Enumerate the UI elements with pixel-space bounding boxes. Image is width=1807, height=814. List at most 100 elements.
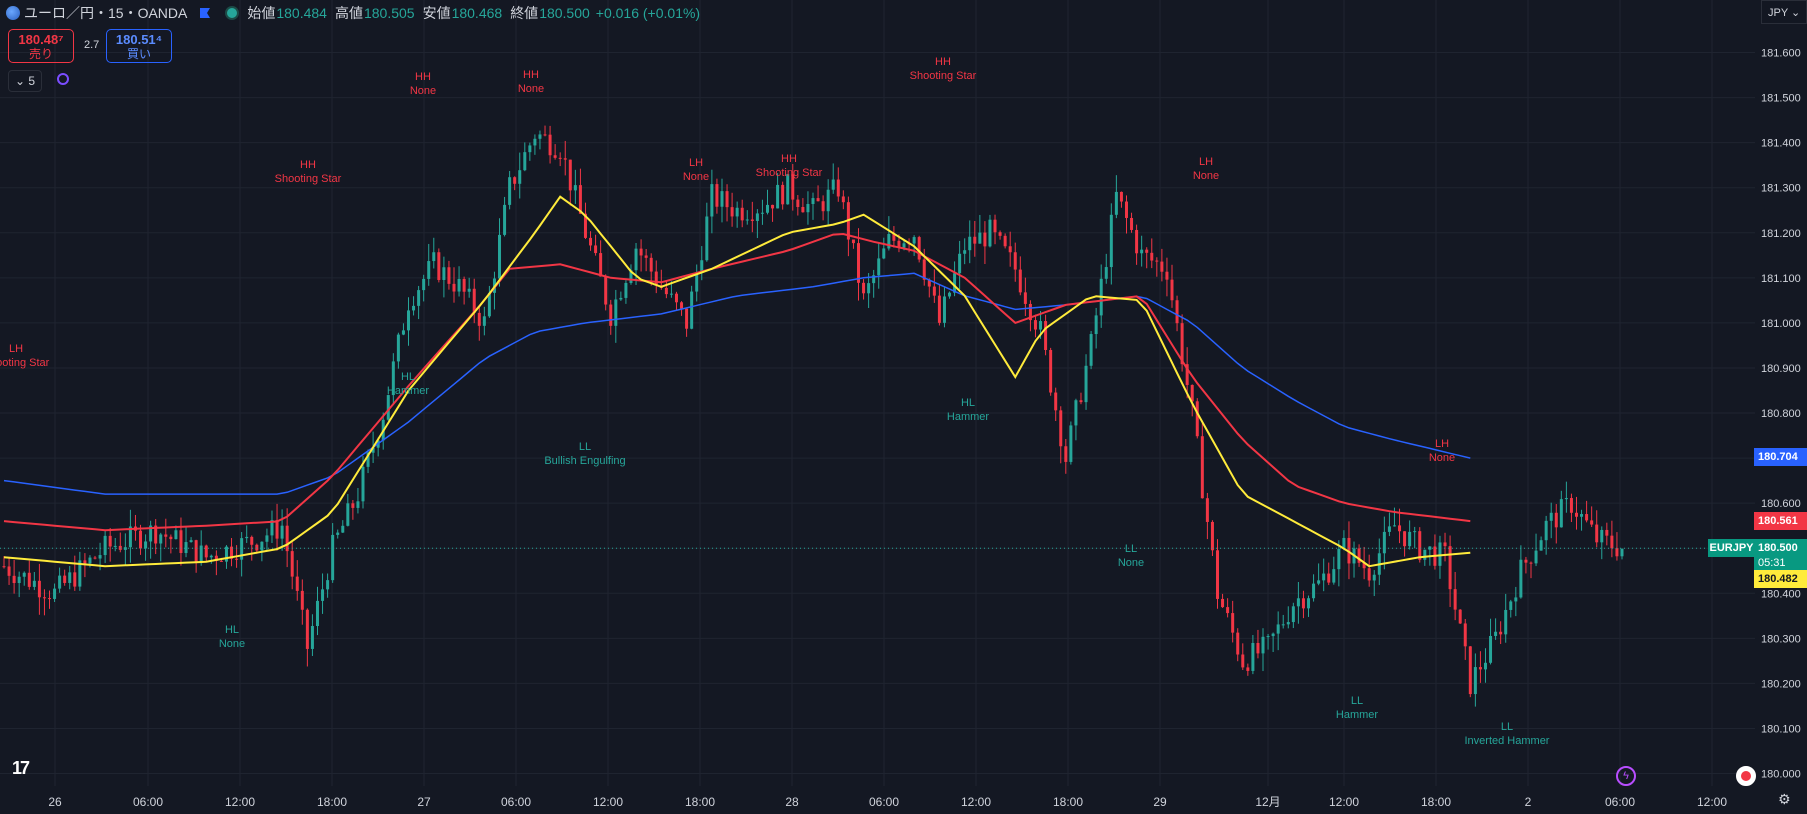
candle-body <box>857 243 861 283</box>
lightning-icon[interactable]: ϟ <box>1616 766 1636 786</box>
candle-body <box>1448 546 1452 590</box>
candle-body <box>305 609 309 649</box>
candle-body <box>776 184 780 209</box>
candle-body <box>275 520 279 539</box>
candle-body <box>1008 246 1012 253</box>
candle-body <box>139 530 143 549</box>
candle-body <box>42 597 46 599</box>
candle-body <box>270 520 274 536</box>
currency-selector[interactable]: JPY ⌄ <box>1761 0 1807 24</box>
candle-body <box>1554 512 1558 528</box>
candle-body <box>983 232 987 247</box>
x-tick-label: 28 <box>785 795 799 809</box>
candle-body <box>1534 550 1538 564</box>
candle-body <box>326 580 330 590</box>
candle-body <box>568 159 572 191</box>
pattern-swing-label: LH <box>9 343 23 355</box>
candle-body <box>300 590 304 610</box>
candle-body <box>624 282 628 298</box>
x-tick-label: 12:00 <box>593 795 623 809</box>
candle-body <box>351 503 355 508</box>
candle-body <box>503 204 507 235</box>
candle-body <box>821 201 825 212</box>
flag-icon[interactable] <box>199 7 211 19</box>
low-label: 安値 <box>422 5 451 21</box>
buy-button[interactable]: 180.51⁴ 買い <box>106 29 172 63</box>
candle-body <box>1564 498 1568 500</box>
ma-mid-line <box>3 232 1471 532</box>
candle-body <box>1504 609 1508 635</box>
pattern-swing-label: LL <box>1125 543 1137 555</box>
chevron-down-icon: ⌄ <box>14 74 26 88</box>
candle-body <box>1114 191 1118 215</box>
candle-body <box>851 239 855 244</box>
open-label: 始値 <box>247 5 276 21</box>
candle-body <box>533 138 537 146</box>
candle-body <box>1312 583 1316 599</box>
candle-body <box>1296 598 1300 607</box>
candle-body <box>1231 613 1235 633</box>
candle-body <box>1590 520 1594 525</box>
pattern-labels: LH Shooting Star HL None HH Shooting Star HL Ha… <box>0 56 1550 747</box>
candle-body <box>361 466 365 502</box>
candle-body <box>664 287 668 295</box>
y-tick-label: 180.600 <box>1761 498 1801 510</box>
candle-body <box>695 272 699 292</box>
candle-body <box>1059 410 1063 447</box>
candle-body <box>973 236 977 244</box>
pattern-swing-label: LL <box>579 441 591 453</box>
close-value: 180.500 <box>539 5 590 21</box>
candle-body <box>1246 667 1250 671</box>
candle-body <box>1221 598 1225 608</box>
candle-body <box>164 534 168 537</box>
pattern-swing-label: HH <box>935 56 951 68</box>
candle-body <box>1301 598 1305 609</box>
candle-body <box>1251 642 1255 671</box>
candle-body <box>2 566 6 568</box>
candle-body <box>917 237 921 260</box>
symbol-title[interactable]: ユーロ／円・15・OANDA <box>24 5 188 21</box>
candle-body <box>1124 201 1128 218</box>
candle-body <box>1569 498 1573 513</box>
candle-body <box>1478 667 1482 670</box>
candle-body <box>988 219 992 247</box>
candle-body <box>654 271 658 286</box>
candle-body <box>887 233 891 249</box>
candle-body <box>937 295 941 323</box>
candle-body <box>22 572 26 577</box>
record-icon[interactable] <box>1736 766 1756 786</box>
candle-body <box>1200 436 1204 499</box>
candle-body <box>781 184 785 205</box>
pattern-candle-label: None <box>1193 170 1219 182</box>
candle-body <box>715 184 719 207</box>
candle-body <box>1089 334 1093 366</box>
tradingview-logo[interactable]: 17 <box>12 758 30 778</box>
candle-body <box>735 207 739 217</box>
candle-body <box>1155 260 1159 262</box>
candle-body <box>1509 601 1513 610</box>
candle-body <box>1463 623 1467 647</box>
candle-body <box>771 204 775 209</box>
indicator-toggle[interactable]: ⌄ 5 <box>8 70 42 92</box>
candle-body <box>538 134 542 139</box>
high-value: 180.505 <box>363 5 415 21</box>
pattern-swing-label: HL <box>961 397 975 409</box>
indicator-loading-icon[interactable] <box>57 73 69 85</box>
y-tick-label: 181.200 <box>1761 228 1801 240</box>
candle-body <box>123 547 127 550</box>
change-value: +0.016 (+0.01%) <box>595 5 701 21</box>
candle-body <box>1529 562 1533 564</box>
sell-button[interactable]: 180.48⁷ 売り <box>8 29 74 63</box>
symbol-header[interactable]: ユーロ／円・15・OANDA 始値 180.484 高値 180.505 安値 180… <box>6 2 700 24</box>
x-tick-label: 12:00 <box>1329 795 1359 809</box>
candle-body <box>1382 531 1386 554</box>
candle-body <box>1600 529 1604 543</box>
gear-icon[interactable]: ⚙ <box>1778 791 1791 807</box>
candle-body <box>518 170 522 184</box>
candle-body <box>1524 559 1528 563</box>
candle-body <box>872 275 876 284</box>
candle-body <box>1165 271 1169 280</box>
candle-body <box>1069 425 1073 462</box>
candle-body <box>649 257 653 272</box>
